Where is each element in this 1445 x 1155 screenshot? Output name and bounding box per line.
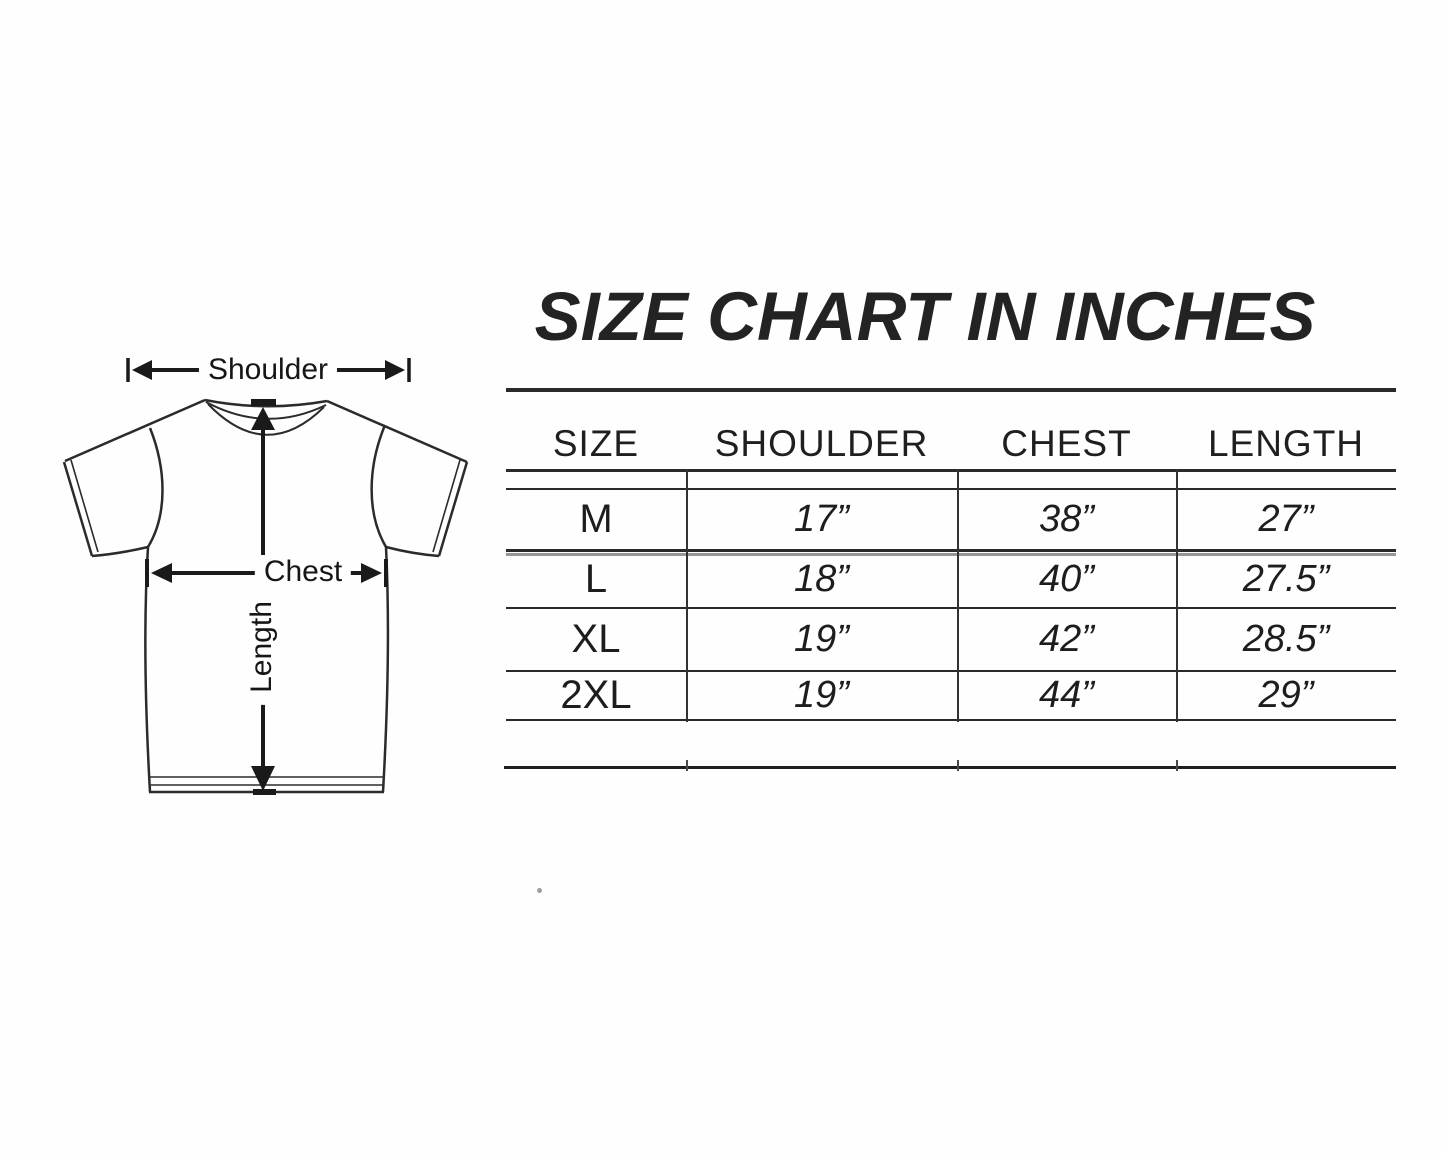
image-artifact-speck bbox=[537, 888, 542, 893]
table-row-l: L 18” 40” 27.5” bbox=[506, 551, 1396, 607]
row-xl-chest: 42” bbox=[1039, 618, 1094, 660]
header-chest: CHEST bbox=[1001, 423, 1132, 464]
hem-tick-mark bbox=[253, 789, 276, 795]
spacer-rule bbox=[506, 488, 1396, 490]
table-top-rule bbox=[506, 388, 1396, 392]
col-separator-1 bbox=[686, 469, 688, 722]
row-xl-size: XL bbox=[571, 617, 621, 661]
row-m-shoulder: 17” bbox=[794, 498, 849, 540]
header-length: LENGTH bbox=[1207, 423, 1365, 464]
row-l-shoulder: 18” bbox=[794, 558, 849, 600]
row-m-bottom-rule-dark bbox=[506, 549, 1396, 552]
table-row-2xl: 2XL 19” 44” 29” bbox=[506, 671, 1396, 719]
col-separator-2 bbox=[957, 469, 959, 722]
header-shoulder: SHOULDER bbox=[714, 423, 929, 464]
length-label: Length bbox=[245, 589, 279, 705]
row-2xl-chest: 44” bbox=[1039, 674, 1094, 716]
row-l-chest: 40” bbox=[1039, 558, 1094, 600]
row-2xl-shoulder: 19” bbox=[794, 674, 849, 716]
bottom-rule-tick-1 bbox=[686, 760, 688, 771]
row-m-bottom-rule-gray bbox=[506, 553, 1396, 556]
neck-tick-mark bbox=[251, 399, 276, 406]
shoulder-label: Shoulder bbox=[198, 353, 338, 387]
bottom-rule-tick-2 bbox=[957, 760, 959, 771]
bottom-rule-tick-3 bbox=[1176, 760, 1178, 771]
col-separator-3 bbox=[1176, 469, 1178, 722]
row-m-chest: 38” bbox=[1039, 498, 1094, 540]
row-2xl-size: 2XL bbox=[560, 673, 632, 717]
row-xl-bottom-rule bbox=[506, 670, 1396, 672]
chest-label: Chest bbox=[254, 555, 352, 589]
row-l-bottom-rule bbox=[506, 607, 1396, 609]
table-header-row: SIZE SHOULDER CHEST LENGTH bbox=[506, 420, 1396, 468]
row-2xl-bottom-rule bbox=[506, 719, 1396, 721]
row-xl-length: 28.5” bbox=[1242, 618, 1330, 660]
row-2xl-length: 29” bbox=[1258, 674, 1314, 716]
table-bottom-rule bbox=[504, 766, 1396, 769]
row-xl-shoulder: 19” bbox=[794, 618, 849, 660]
table-row-m: M 17” 38” 27” bbox=[506, 491, 1396, 547]
row-l-size: L bbox=[584, 557, 608, 601]
tshirt-diagram bbox=[62, 358, 469, 795]
header-bottom-rule bbox=[506, 469, 1396, 472]
row-m-length: 27” bbox=[1258, 498, 1314, 540]
row-m-size: M bbox=[579, 497, 613, 541]
page-title: SIZE CHART IN INCHES bbox=[534, 278, 1316, 355]
header-size: SIZE bbox=[552, 423, 640, 464]
row-l-length: 27.5” bbox=[1242, 558, 1330, 600]
table-row-xl: XL 19” 42” 28.5” bbox=[506, 609, 1396, 669]
